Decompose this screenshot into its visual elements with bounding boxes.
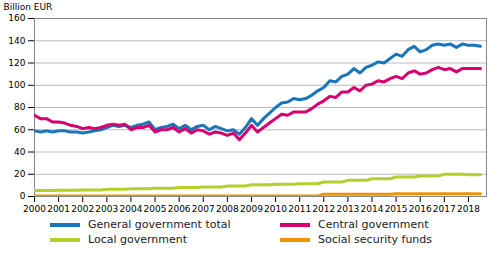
svg-text:2002: 2002 <box>71 204 94 214</box>
svg-text:2010: 2010 <box>264 204 287 214</box>
svg-text:2017: 2017 <box>433 204 456 214</box>
html-text:Social security funds: Social security funds <box>318 233 433 246</box>
svg-text:2003: 2003 <box>95 204 118 214</box>
html-text:Local government: Local government <box>88 233 188 246</box>
svg-text:160: 160 <box>8 13 25 23</box>
svg-text:2012: 2012 <box>312 204 335 214</box>
svg-text:80: 80 <box>14 102 26 112</box>
svg-text:40: 40 <box>14 147 26 157</box>
svg-text:140: 140 <box>8 36 25 46</box>
svg-text:2015: 2015 <box>385 204 408 214</box>
svg-text:2008: 2008 <box>216 204 239 214</box>
svg-text:60: 60 <box>14 125 26 135</box>
svg-text:2001: 2001 <box>47 204 70 214</box>
svg-text:20: 20 <box>14 169 26 179</box>
svg-text:100: 100 <box>8 80 25 90</box>
svg-text:2011: 2011 <box>288 204 311 214</box>
svg-text:2018: 2018 <box>457 204 480 214</box>
svg-text:0: 0 <box>20 191 26 201</box>
html-text:General government total: General government total <box>88 218 231 231</box>
svg-text:120: 120 <box>8 58 25 68</box>
html-text:Central government: Central government <box>318 218 429 231</box>
svg-text:2014: 2014 <box>361 204 384 214</box>
svg-text:2016: 2016 <box>409 204 432 214</box>
svg-text:Billion EUR: Billion EUR <box>4 2 53 12</box>
svg-text:2004: 2004 <box>119 204 142 214</box>
svg-text:2005: 2005 <box>144 204 167 214</box>
svg-text:2009: 2009 <box>240 204 263 214</box>
svg-text:2007: 2007 <box>192 204 215 214</box>
svg-text:2013: 2013 <box>336 204 359 214</box>
svg-text:2000: 2000 <box>23 204 46 214</box>
svg-text:2006: 2006 <box>168 204 191 214</box>
